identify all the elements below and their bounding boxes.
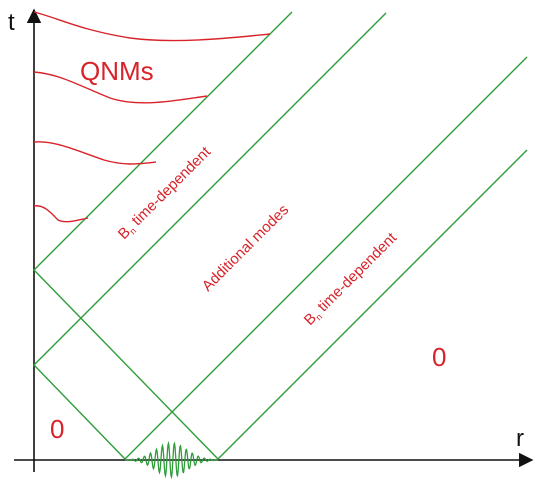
null-line-middle-right [124, 56, 528, 460]
qnm-curves [33, 11, 271, 223]
region-lower-label: Bn time-dependent [301, 229, 402, 330]
zero-left-label: 0 [50, 414, 64, 444]
ingoing-line-inner [33, 364, 126, 460]
null-line-middle-left [33, 12, 387, 366]
qnm-curve-2 [33, 71, 208, 104]
zero-right-label: 0 [432, 342, 446, 372]
region-middle-label: Additional modes [199, 201, 292, 294]
null-lines [33, 11, 528, 460]
initial-wave-packet [124, 440, 219, 479]
qnm-curve-3 [33, 141, 157, 165]
region-upper-label: Bn time-dependent [115, 143, 216, 244]
qnms-label: QNMs [80, 56, 154, 86]
null-line-upper [33, 11, 293, 271]
r-axis-label: r [516, 425, 524, 452]
t-axis-label: t [8, 9, 15, 36]
null-line-lower [217, 149, 528, 460]
ingoing-line-outer [33, 269, 219, 460]
qnm-curve-4 [33, 205, 89, 223]
qnm-curve-1 [33, 11, 271, 42]
